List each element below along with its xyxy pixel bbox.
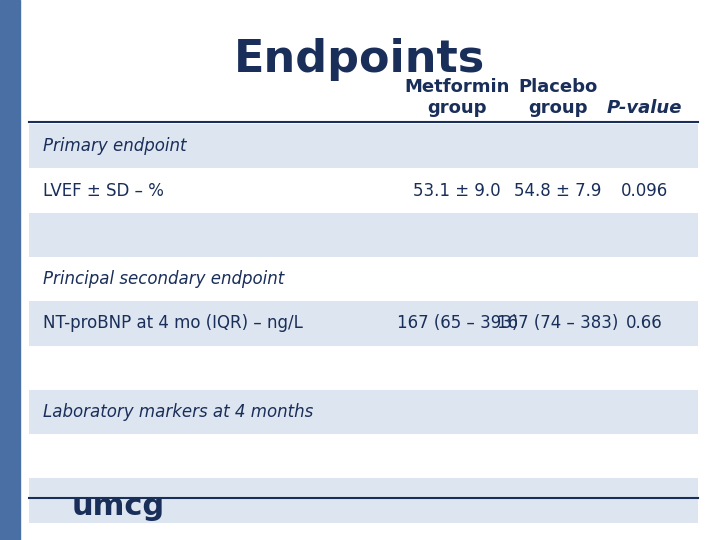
Text: NT-proBNP at 4 mo (IQR) – ng/L: NT-proBNP at 4 mo (IQR) – ng/L bbox=[43, 314, 303, 333]
Bar bbox=[29, 301, 698, 346]
Text: 167 (65 – 393): 167 (65 – 393) bbox=[397, 314, 518, 333]
Text: 167 (74 – 383): 167 (74 – 383) bbox=[498, 314, 618, 333]
Text: Principal secondary endpoint: Principal secondary endpoint bbox=[43, 270, 284, 288]
Text: 0.66: 0.66 bbox=[626, 314, 663, 333]
Bar bbox=[29, 390, 698, 434]
Text: Endpoints: Endpoints bbox=[235, 38, 485, 81]
Bar bbox=[29, 478, 698, 523]
Text: umcg: umcg bbox=[72, 492, 165, 521]
Text: Laboratory markers at 4 months: Laboratory markers at 4 months bbox=[43, 403, 313, 421]
Bar bbox=[29, 213, 698, 257]
Text: Placebo
group: Placebo group bbox=[518, 78, 598, 117]
Bar bbox=[29, 124, 698, 168]
Text: Metformin
group: Metformin group bbox=[405, 78, 510, 117]
Text: P-value: P-value bbox=[607, 99, 682, 117]
Text: 54.8 ± 7.9: 54.8 ± 7.9 bbox=[514, 181, 602, 200]
Text: 0.096: 0.096 bbox=[621, 181, 668, 200]
Text: Primary endpoint: Primary endpoint bbox=[43, 137, 186, 156]
Text: LVEF ± SD – %: LVEF ± SD – % bbox=[43, 181, 164, 200]
Text: 53.1 ± 9.0: 53.1 ± 9.0 bbox=[413, 181, 501, 200]
